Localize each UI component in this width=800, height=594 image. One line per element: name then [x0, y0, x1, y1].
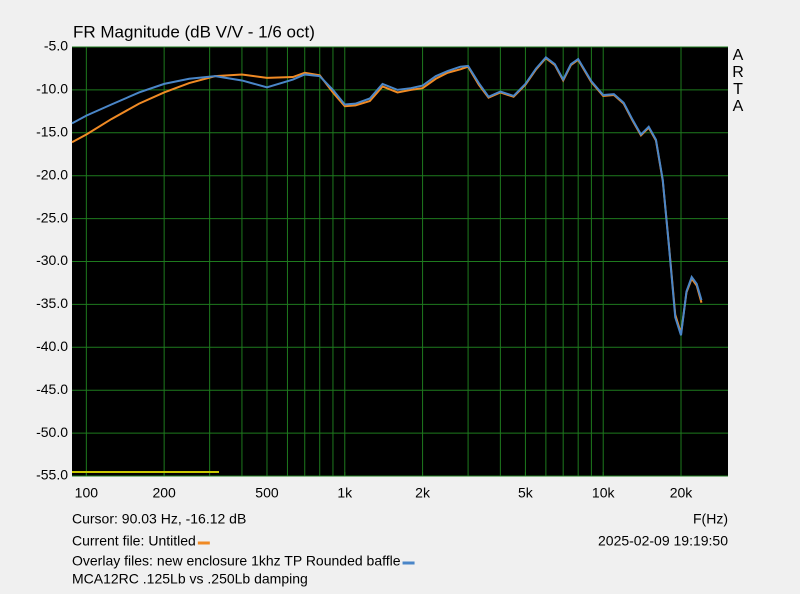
x-tick-label: 20k [670, 485, 694, 501]
y-tick-label: -25.0 [36, 209, 68, 225]
x-tick-label: 1k [337, 485, 353, 501]
y-tick-label: -40.0 [36, 338, 68, 354]
y-tick-label: -5.0 [44, 38, 68, 54]
overlay-files-label: Overlay files: [72, 553, 153, 569]
x-tick-label: 10k [592, 485, 616, 501]
y-tick-label: -45.0 [36, 381, 68, 397]
legend-label: Untitled [148, 533, 195, 549]
overlay-note: MCA12RC .125Lb vs .250Lb damping [72, 571, 308, 587]
x-tick-label: 2k [415, 485, 431, 501]
cursor-text: Cursor: 90.03 Hz, -16.12 dB [72, 511, 246, 527]
x-tick-label: 500 [255, 485, 279, 501]
x-tick-label: 200 [152, 485, 176, 501]
chart-title: FR Magnitude (dB V/V - 1/6 oct) [73, 22, 315, 41]
current-file-label: Current file: [72, 533, 144, 549]
y-tick-label: -20.0 [36, 166, 68, 182]
x-axis-label: F(Hz) [693, 511, 728, 527]
legend-label: new enclosure 1khz TP Rounded baffle [157, 553, 401, 569]
y-tick-label: -10.0 [36, 81, 68, 97]
x-tick-label: 100 [75, 485, 99, 501]
series-line [71, 55, 703, 336]
y-tick-label: -30.0 [36, 252, 68, 268]
y-tick-label: -50.0 [36, 424, 68, 440]
timestamp: 2025-02-09 19:19:50 [598, 533, 728, 549]
x-tick-label: 5k [518, 485, 534, 501]
y-tick-label: -55.0 [36, 467, 68, 483]
watermark: ARTA [732, 47, 744, 115]
y-tick-label: -15.0 [36, 124, 68, 140]
y-tick-label: -35.0 [36, 295, 68, 311]
